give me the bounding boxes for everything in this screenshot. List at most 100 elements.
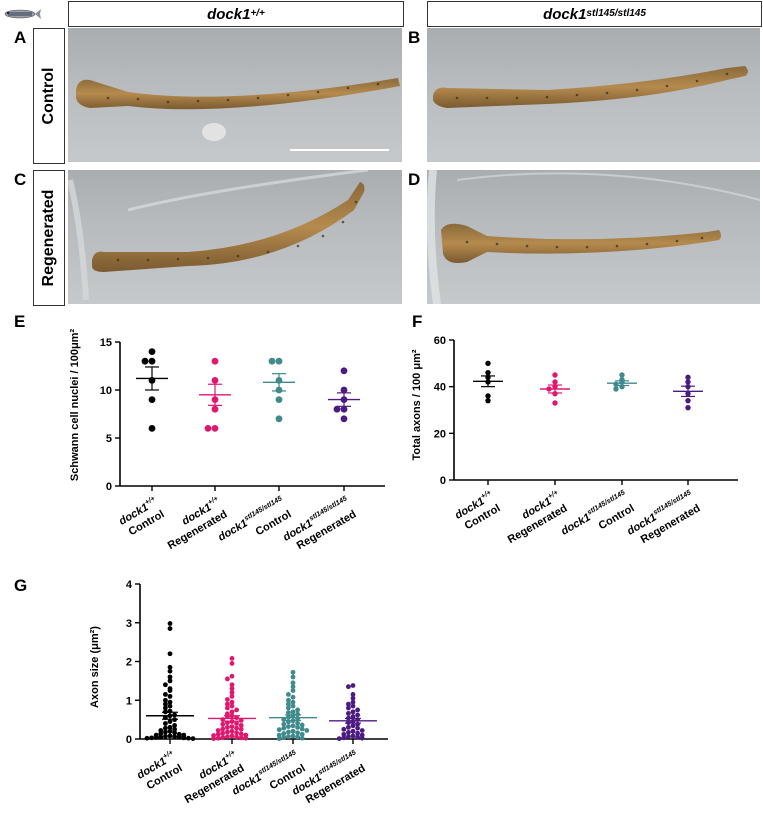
chart-g-data-point — [229, 673, 235, 679]
chart-e-ylabel: Schwann cell nuclei / 100μm² — [69, 329, 81, 482]
chart-g-group-label: dock1+/+Control — [135, 748, 184, 792]
chart-g-data-point — [290, 684, 296, 690]
chart-g-data-point — [304, 728, 310, 733]
chart-e-group-label: dock1+/+Regenerated — [166, 494, 230, 552]
row-label-regenerated: Regenerated — [33, 170, 65, 306]
chart-e-data-point — [211, 357, 219, 365]
chart-e-data-point — [340, 386, 348, 394]
chart-g-data-point — [181, 735, 187, 741]
chart-g-data-point — [225, 724, 230, 730]
chart-g-data-point — [295, 711, 300, 717]
chart-e-data-point — [148, 425, 156, 432]
chart-g-data-point — [229, 661, 235, 666]
chart-g-data-point — [158, 731, 164, 736]
chart-g-data-point — [163, 692, 168, 697]
chart-e-data-point — [275, 415, 283, 423]
chart-e-ytick-label: 5 — [106, 433, 112, 445]
chart-g-genotype-sup: +/+ — [162, 748, 176, 761]
chart-g-data-point — [234, 734, 240, 740]
chart-g-genotype-sup: +/+ — [224, 748, 238, 761]
chart-g-data-point — [163, 725, 168, 731]
chart-g-data-point — [229, 733, 235, 739]
chart-g-data-point — [163, 701, 168, 707]
chart-g-data-point — [243, 735, 249, 741]
panel-letter-f: F — [412, 312, 423, 331]
chart-f-data-point — [685, 397, 691, 404]
chart-g-data-point — [290, 703, 296, 709]
chart-g-data-point — [350, 699, 356, 705]
chart-g-data-point — [290, 669, 296, 675]
chart-g-data-point — [350, 695, 356, 701]
chart-g-data-point — [346, 684, 351, 690]
panel-letter-c: C — [14, 170, 27, 189]
chart-g-data-point — [220, 721, 226, 727]
chart-g-data-point — [350, 709, 356, 715]
chart-g-data-point — [299, 731, 305, 737]
chart-g-data-point — [163, 697, 168, 703]
chart-g-data-point — [158, 734, 164, 740]
chart-f-genotype-sup: +/+ — [480, 488, 494, 501]
chart-g-data-point — [225, 705, 230, 711]
chart-g-data-point — [290, 728, 296, 734]
chart-g-data-point — [299, 735, 305, 741]
chart-g-data-point — [281, 721, 287, 727]
chart-g-data-point — [225, 701, 230, 707]
chart-g-data-point — [172, 730, 178, 736]
chart-g-data-point — [225, 734, 230, 740]
chart-g-data-point — [215, 735, 221, 741]
chart-e-data-point — [211, 425, 219, 432]
chart-f-data-point — [552, 379, 558, 385]
chart-g-data-point — [299, 722, 305, 728]
chart-g-data-point — [350, 728, 356, 734]
chart-g-data-point — [341, 731, 347, 737]
chart-g-data-point — [350, 683, 356, 688]
chart-g-data-point — [286, 692, 291, 697]
chart-g-data-point — [167, 626, 173, 631]
chart-e-group-label: dock1+/+Control — [117, 494, 166, 538]
chart-e-ytick-label: 10 — [100, 385, 112, 397]
chart-g-data-point — [167, 651, 173, 657]
chart-e-data-point — [340, 415, 348, 423]
chart-g-data-point — [290, 733, 296, 739]
chart-g-data-point — [238, 723, 244, 728]
chart-f-ylabel: Total axons / 100 μm² — [411, 349, 423, 460]
chart-g-data-point — [176, 734, 182, 740]
chart-g-data-point — [346, 701, 351, 707]
chart-g-ytick-label: 2 — [126, 657, 132, 669]
zebrafish-icon — [2, 4, 42, 24]
chart-g-data-point — [149, 735, 155, 741]
chart-g-data-point — [229, 682, 235, 688]
chart-g-data-point — [215, 728, 221, 733]
photo-wildtype-regenerated — [68, 170, 402, 304]
chart-g-data-point — [229, 709, 235, 715]
chart-g-data-point — [281, 731, 287, 736]
panel-letter-a: A — [14, 28, 27, 47]
chart-e-data-point — [148, 396, 156, 403]
chart-g-data-point — [295, 724, 300, 730]
chart-g-data-point — [229, 693, 235, 699]
chart-f-data-point — [619, 372, 625, 378]
chart-e-data-point — [275, 357, 283, 365]
photo-mutant-regenerated — [427, 170, 760, 304]
chart-g-data-point — [167, 668, 173, 674]
chart-f-ytick-label: 40 — [434, 382, 446, 394]
chart-f-data-point — [552, 372, 558, 378]
chart-g-data-point — [295, 734, 300, 740]
chart-g-data-point — [215, 731, 221, 737]
chart-g-data-point — [167, 693, 173, 699]
chart-f-data-point — [552, 400, 558, 406]
chart-f-ytick-label: 60 — [434, 335, 446, 347]
chart-e-data-point — [340, 405, 348, 413]
chart-g-data-point — [346, 711, 351, 716]
chart-g-data-point — [229, 724, 235, 729]
chart-g-data-point — [290, 699, 296, 705]
chart-g-data-point — [276, 727, 282, 733]
chart-g-data-point — [172, 726, 178, 732]
chart-f-data-point — [552, 390, 558, 397]
chart-e-ytick-label: 0 — [106, 481, 112, 493]
chart-g-data-point — [211, 736, 217, 742]
